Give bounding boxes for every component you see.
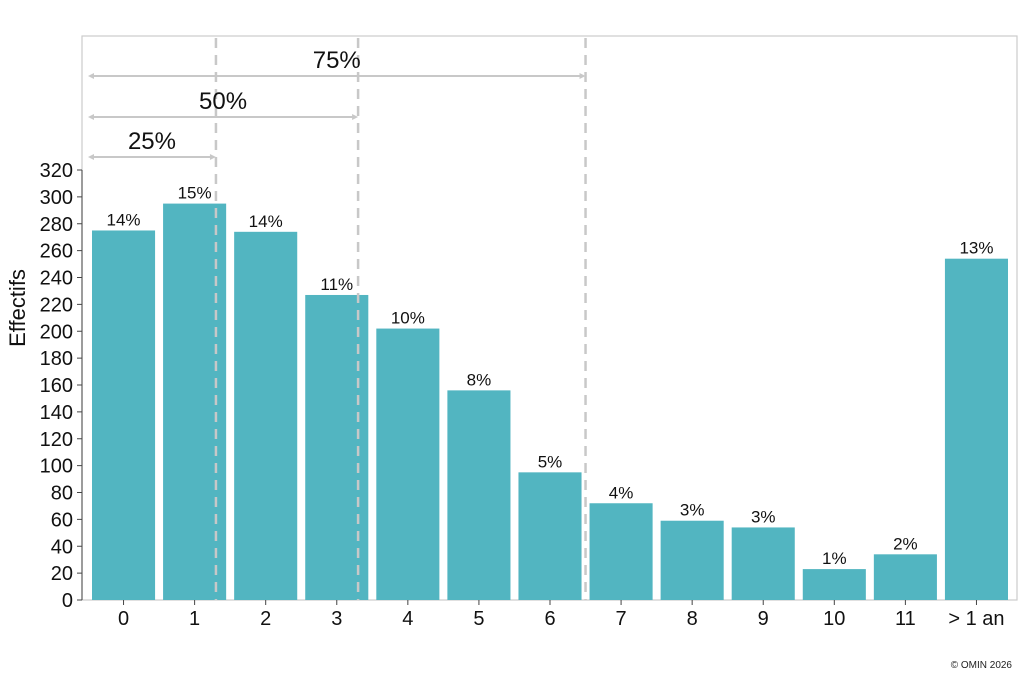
data-label-9: 3% <box>751 507 776 526</box>
x-tick-label-7: 7 <box>616 608 627 630</box>
y-tick-label-9: 180 <box>40 348 73 370</box>
x-tick-label-0: 0 <box>118 608 129 630</box>
data-label-0: 14% <box>107 210 141 229</box>
y-tick-label-8: 160 <box>40 375 73 397</box>
quartile-label-0: 25% <box>128 128 176 155</box>
x-tick-label-5: 5 <box>473 608 484 630</box>
bar-9 <box>731 527 795 600</box>
quartile-arrowhead-right-1 <box>352 114 359 120</box>
y-tick-label-10: 200 <box>40 321 73 343</box>
x-tick-label-12: > 1 an <box>948 608 1004 630</box>
data-label-12: 13% <box>959 239 993 258</box>
bars-group: 14% 15% 14% 11% 10% 8% 5% 4% 3% 3% 1% 2% 13% <box>92 184 1008 600</box>
x-tick-label-11: 11 <box>895 608 916 630</box>
y-tick-label-14: 280 <box>40 214 73 236</box>
data-label-7: 4% <box>609 483 634 502</box>
y-tick-label-3: 60 <box>51 509 73 531</box>
y-tick-label-6: 120 <box>40 429 73 451</box>
y-tick-label-4: 80 <box>51 483 73 505</box>
x-tick-label-8: 8 <box>687 608 698 630</box>
x-tick-label-6: 6 <box>544 608 555 630</box>
data-label-2: 14% <box>249 212 283 231</box>
x-tick-label-4: 4 <box>402 608 413 630</box>
data-label-3: 11% <box>320 275 353 294</box>
y-tick-label-13: 260 <box>40 241 73 263</box>
quartile-arrowhead-left-2 <box>88 73 94 79</box>
quartile-label-1: 50% <box>199 88 247 115</box>
data-label-10: 1% <box>822 549 847 568</box>
quartile-arrowhead-right-0 <box>209 154 216 160</box>
quartile-arrowhead-right-2 <box>579 73 586 79</box>
bar-12 <box>944 258 1008 600</box>
copyright-notice: © OMIN 2026 <box>950 660 1012 671</box>
data-label-4: 10% <box>391 309 425 328</box>
bar-4 <box>376 328 440 600</box>
y-tick-label-11: 220 <box>40 294 73 316</box>
y-tick-label-1: 20 <box>51 563 73 585</box>
bar-10 <box>802 569 866 600</box>
bar-0 <box>92 230 156 600</box>
y-axis: 0 20 40 60 80 100 120 140 160 180 200 220 240 260 280 3… <box>40 160 83 612</box>
bar-5 <box>447 390 511 600</box>
y-tick-label-0: 0 <box>62 590 73 612</box>
quartile-arrowhead-left-1 <box>88 114 94 120</box>
y-tick-label-5: 100 <box>40 456 73 478</box>
x-tick-label-10: 10 <box>823 608 845 630</box>
y-axis-label: Effectifs <box>5 269 30 347</box>
bar-6 <box>518 472 582 600</box>
x-tick-label-9: 9 <box>758 608 769 630</box>
x-tick-label-2: 2 <box>260 608 271 630</box>
quartile-label-2: 75% <box>313 47 361 74</box>
y-tick-label-16: 320 <box>40 160 73 182</box>
x-axis: 0 1 2 3 4 5 6 7 8 9 10 11 > 1 an <box>118 600 1005 630</box>
quartile-references: 25% 50% 75% <box>88 38 587 600</box>
data-label-5: 8% <box>467 370 492 389</box>
bar-8 <box>660 520 724 600</box>
x-tick-label-3: 3 <box>331 608 342 630</box>
y-tick-label-12: 240 <box>40 268 73 290</box>
y-tick-label-2: 40 <box>51 536 73 558</box>
bar-11 <box>873 554 937 600</box>
bar-7 <box>589 503 653 600</box>
y-tick-label-15: 300 <box>40 187 73 209</box>
x-tick-label-1: 1 <box>189 608 200 630</box>
data-label-1: 15% <box>178 184 212 203</box>
data-label-6: 5% <box>538 452 563 471</box>
bar-2 <box>234 231 298 600</box>
data-label-8: 3% <box>680 501 705 520</box>
quartile-arrowhead-left-0 <box>88 154 94 160</box>
data-label-11: 2% <box>893 534 918 553</box>
y-tick-label-7: 140 <box>40 402 73 424</box>
